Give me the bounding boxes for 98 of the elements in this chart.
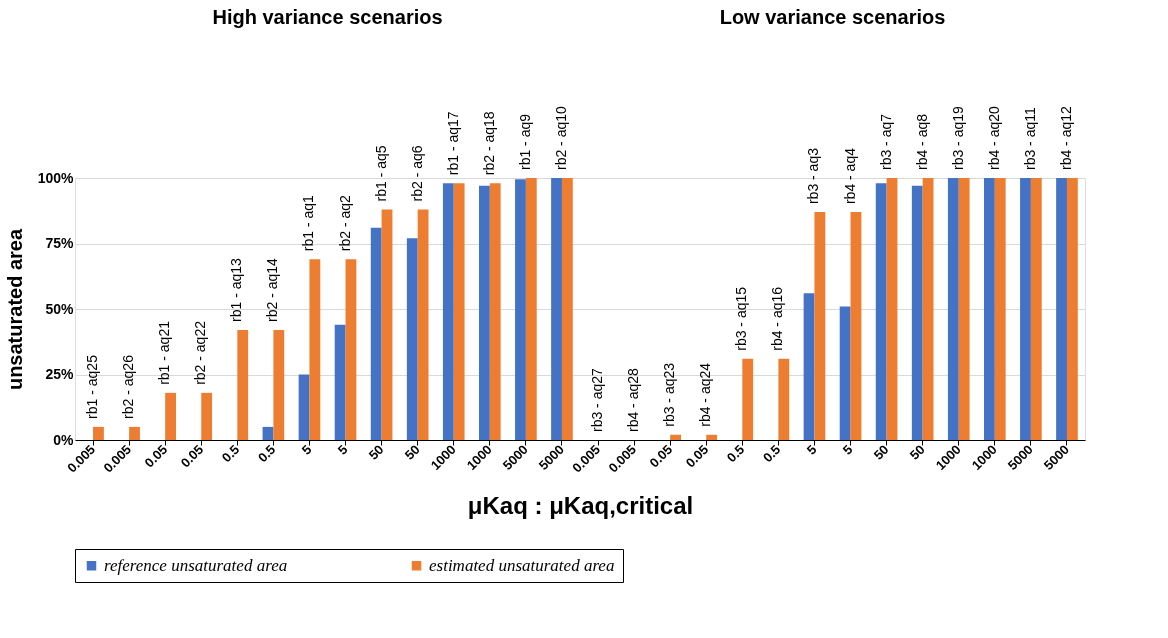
- annotation: rb3 - aq27: [589, 367, 606, 432]
- y-tick-label: 0%: [53, 431, 75, 448]
- bar: [262, 426, 274, 440]
- bar: [742, 358, 754, 440]
- bar: [839, 306, 851, 440]
- annotation: rb4 - aq24: [697, 362, 714, 427]
- bar: [670, 434, 681, 440]
- bar: [417, 209, 429, 440]
- bar: [406, 238, 418, 440]
- bar: [453, 183, 465, 440]
- text: rb1 - aq9: [516, 113, 533, 170]
- x-tick-label: 0.5: [218, 441, 243, 466]
- x-tick-label: 50: [365, 441, 387, 463]
- bar: [370, 227, 382, 440]
- y-axis-title: unsaturated area: [3, 228, 26, 391]
- bar: [93, 426, 104, 440]
- bar: [984, 178, 995, 440]
- text: rb3 - aq19: [949, 105, 966, 170]
- text: rb4 - aq20: [985, 105, 1002, 170]
- text: Low variance scenarios: [719, 6, 946, 28]
- x-tick-label: 50: [906, 441, 928, 463]
- y-tick-label: 25%: [45, 366, 75, 382]
- y-tick-label: 100%: [37, 169, 75, 186]
- bar: [850, 212, 862, 440]
- legend-label: estimated unsaturated area: [429, 555, 615, 575]
- x-tick-label: 0.05: [646, 441, 676, 471]
- annotation: rb2 - aq2: [336, 194, 353, 252]
- annotation: rb2 - aq22: [192, 320, 209, 385]
- text: rb3 - aq7: [877, 113, 894, 170]
- bar: [886, 178, 898, 440]
- bar: [1056, 178, 1067, 440]
- bar: [489, 183, 501, 440]
- bar: [551, 178, 562, 440]
- x-tick-label: 0.05: [141, 441, 171, 471]
- x-tick-label: 5: [839, 441, 856, 458]
- bar: [561, 178, 573, 440]
- bar: [958, 178, 970, 440]
- x-tick-label: 0.05: [682, 441, 712, 471]
- text: rb1 - aq17: [444, 111, 461, 176]
- annotation: rb2 - aq6: [408, 145, 425, 202]
- x-tick-label: 50: [870, 441, 892, 463]
- y-tick-label: 50%: [45, 300, 75, 317]
- annotation: rb4 - aq28: [625, 367, 642, 432]
- x-tick-label: 0.5: [254, 441, 279, 466]
- bar: [273, 329, 285, 440]
- text: rb2 - aq18: [480, 111, 497, 176]
- bar: [298, 374, 310, 440]
- annotation: rb3 - aq15: [733, 286, 750, 351]
- bar: [922, 178, 934, 440]
- bar: [381, 209, 393, 440]
- annotation: rb1 - aq13: [228, 257, 245, 322]
- bar: [875, 183, 887, 440]
- x-tick-label: 5: [803, 441, 820, 458]
- x-tick-label: 0.5: [759, 441, 784, 466]
- bar: [803, 293, 815, 440]
- y-tick-label: 75%: [45, 235, 75, 251]
- bar: [1030, 178, 1042, 440]
- bar: [525, 178, 537, 440]
- bar: [706, 434, 718, 440]
- bar: [515, 179, 526, 440]
- bar: [129, 426, 140, 440]
- bar: [911, 185, 923, 440]
- annotation: rb2 - aq14: [264, 257, 281, 322]
- annotation: rb3 - aq23: [661, 362, 678, 427]
- x-axis-title: μKaq : μKaq,critical: [467, 492, 694, 520]
- text: High variance scenarios: [212, 6, 443, 28]
- x-tick-label: 5: [334, 441, 351, 458]
- bar: [309, 259, 321, 440]
- x-tick-label: 5: [298, 441, 315, 458]
- bar: [1066, 178, 1078, 440]
- bar: [334, 324, 346, 440]
- text: rb4 - aq8: [913, 113, 930, 170]
- legend-label: reference unsaturated area: [104, 555, 288, 575]
- annotation: rb1 - aq5: [372, 145, 389, 202]
- bar: [814, 212, 826, 440]
- annotation: rb4 - aq16: [769, 286, 786, 351]
- text: rb4 - aq12: [1057, 105, 1074, 170]
- bar: [1020, 178, 1031, 440]
- annotation: rb4 - aq4: [841, 147, 858, 205]
- annotation: rb1 - aq1: [300, 194, 317, 252]
- bar: [479, 185, 490, 440]
- bar: [947, 178, 959, 440]
- bar: [778, 358, 790, 440]
- bar: [994, 178, 1006, 440]
- bar: [201, 392, 213, 440]
- bar: [345, 259, 357, 440]
- text: rb3 - aq11: [1021, 107, 1038, 170]
- annotation: rb1 - aq21: [156, 320, 173, 385]
- x-tick-label: 0.05: [177, 441, 207, 471]
- annotation: rb3 - aq3: [805, 147, 822, 205]
- annotation: rb1 - aq25: [84, 354, 101, 419]
- x-tick-label: 50: [401, 441, 423, 463]
- annotation: rb2 - aq26: [120, 354, 137, 419]
- text: rb2 - aq10: [552, 105, 569, 170]
- bar: [165, 392, 176, 440]
- bar: [237, 329, 249, 440]
- bar: [442, 183, 454, 440]
- x-tick-label: 0.5: [723, 441, 748, 466]
